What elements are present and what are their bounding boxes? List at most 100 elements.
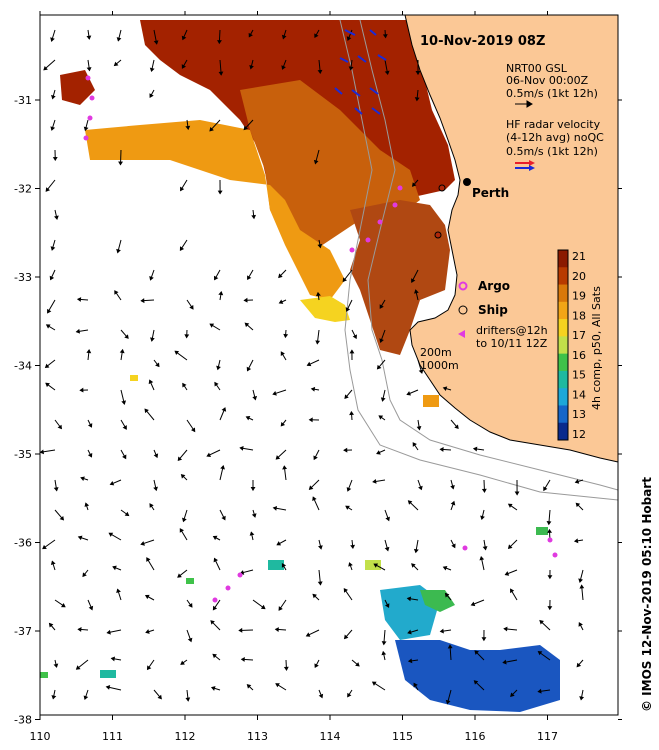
model-arrow-head xyxy=(318,545,323,550)
legend: NRT00 GSL 06-Nov 00:00Z 0.5m/s (1kt 12h)… xyxy=(420,62,604,372)
model-arrow-head xyxy=(382,34,388,39)
model-arrow-head xyxy=(510,692,515,698)
model-arrow-head xyxy=(116,37,122,42)
radar-arrow xyxy=(371,107,381,115)
drifter-tracks xyxy=(83,75,558,603)
model-arrow-head xyxy=(247,275,252,281)
model-arrow-head xyxy=(145,629,150,634)
drifter-point xyxy=(237,572,243,578)
model-arrow-head xyxy=(281,563,287,568)
model-arrow-head xyxy=(575,502,581,508)
model-arrow-head xyxy=(343,588,348,593)
colorbar-swatch xyxy=(558,301,568,320)
colorbar-title: 4h comp, p50, All Sats xyxy=(590,286,603,410)
model-arrow-head xyxy=(414,289,419,294)
colorbar-swatch xyxy=(558,370,568,389)
model-arrow-head xyxy=(77,535,83,541)
model-arrow-head xyxy=(181,35,187,41)
colorbar-tick: 15 xyxy=(572,369,586,382)
model-arrow-head xyxy=(52,156,58,162)
model-arrow-head xyxy=(140,298,145,304)
drifter-point xyxy=(377,219,383,225)
model-arrow-head xyxy=(245,416,251,421)
model-arrow-head xyxy=(384,546,390,552)
credit-text: © IMOS 12-Nov-2019 05:10 Hobart xyxy=(640,477,654,712)
model-arrow-head xyxy=(50,37,55,42)
model-arrow-head xyxy=(345,307,351,312)
y-axis: -31 -32 -33 -34 -35 -36 -37 -38 xyxy=(14,94,622,727)
model-arrow-head xyxy=(149,93,154,98)
model-arrow-head xyxy=(472,446,478,452)
model-arrow-head xyxy=(217,190,223,195)
model-arrow-head xyxy=(180,474,186,479)
model-arrow-head xyxy=(243,125,249,131)
model-arrow-head xyxy=(378,415,384,420)
colorbar-swatch xyxy=(558,353,568,372)
model-arrow-head xyxy=(348,562,353,567)
model-arrow-head xyxy=(118,161,123,166)
model-arrow-head xyxy=(185,125,191,131)
radar-arrow xyxy=(354,107,363,115)
model-arrow-head xyxy=(45,324,51,329)
model-arrow-head xyxy=(106,629,111,635)
legend-argo-symbol xyxy=(458,281,468,291)
model-arrow-head xyxy=(240,657,245,662)
model-arrow-head xyxy=(315,291,321,297)
model-arrow-head xyxy=(547,606,553,611)
model-arrow-head xyxy=(413,682,418,688)
legend-radar-1: HF radar velocity xyxy=(506,118,601,131)
legend-model-1: NRT00 GSL xyxy=(506,62,568,75)
colorbar-tick: 13 xyxy=(572,408,586,421)
model-arrow-head xyxy=(188,602,193,608)
model-arrow-head xyxy=(150,337,155,342)
legend-model-arrow xyxy=(515,100,533,108)
model-arrow-head xyxy=(185,697,191,702)
sst-colorbar: 21 20 19 18 17 16 15 14 13 12 xyxy=(557,249,586,441)
model-arrow-head xyxy=(108,532,114,537)
model-arrow-head xyxy=(278,273,283,279)
model-arrow-head xyxy=(59,515,65,521)
model-arrow-head xyxy=(177,573,182,578)
model-arrow-head xyxy=(249,531,255,536)
model-arrow-head xyxy=(407,500,413,505)
model-arrow-head xyxy=(51,695,57,700)
model-arrow-head xyxy=(116,248,121,254)
sst-yellow-2 xyxy=(130,375,138,381)
model-arrow-head xyxy=(411,182,417,187)
model-arrow-head xyxy=(212,653,217,659)
model-arrow-head xyxy=(450,500,456,506)
colorbar-swatch xyxy=(558,284,568,303)
model-arrow-head xyxy=(502,659,507,665)
model-arrow-head xyxy=(439,628,444,634)
drifter-point xyxy=(397,185,403,191)
model-arrow-head xyxy=(149,503,154,508)
model-arrow-head xyxy=(179,528,185,533)
model-arrow-head xyxy=(318,693,324,699)
model-arrow-head xyxy=(260,604,266,610)
colorbar-tick: 16 xyxy=(572,349,586,362)
model-arrow-head xyxy=(507,544,513,549)
model-arrow-head xyxy=(308,417,313,423)
model-arrow-head xyxy=(251,214,257,220)
y-tick-label: -32 xyxy=(14,183,32,196)
drifter-point xyxy=(212,597,218,603)
legend-contour-1000: 1000m xyxy=(420,359,459,372)
model-arrow-head xyxy=(206,452,212,457)
colorbar-tick: 20 xyxy=(572,270,586,283)
model-arrow-head xyxy=(406,391,412,396)
model-arrow-head xyxy=(371,681,377,686)
model-arrow-head xyxy=(248,32,253,38)
model-arrow-head xyxy=(43,66,48,71)
model-arrow-head xyxy=(314,663,319,669)
model-arrow-head xyxy=(153,486,158,492)
model-arrow-head xyxy=(50,126,56,131)
model-arrow-head xyxy=(87,423,93,428)
model-arrow-head xyxy=(112,565,117,571)
drifter-point xyxy=(462,545,468,551)
model-arrow-head xyxy=(221,515,226,521)
model-arrow-head xyxy=(246,684,252,689)
model-arrow-head xyxy=(181,64,187,69)
model-arrow-head xyxy=(342,277,347,283)
colorbar-swatch xyxy=(558,388,568,406)
model-arrow-head xyxy=(275,683,280,688)
